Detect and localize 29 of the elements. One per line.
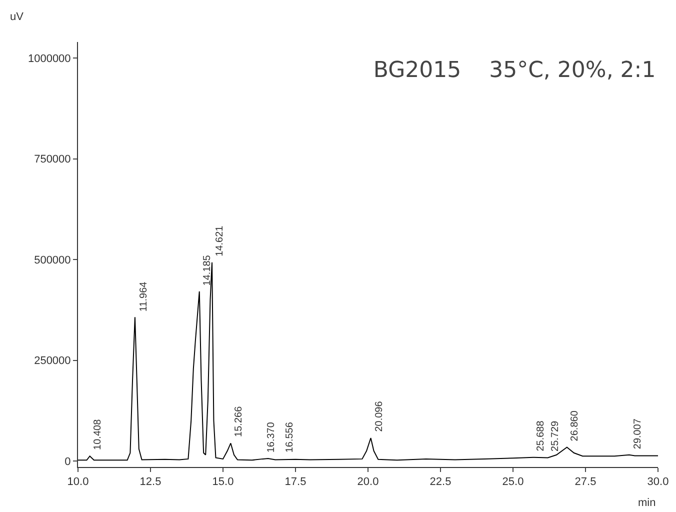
annotation: 29.007: [632, 418, 644, 450]
x-tick-label: 25.0: [502, 476, 524, 488]
annotation: 14.621: [214, 225, 226, 256]
x-tick-label: 20.0: [357, 476, 379, 488]
x-tick-label: 30.0: [647, 476, 669, 488]
x-tick-label: 15.0: [212, 476, 234, 488]
x-tick-label: 10.0: [67, 476, 89, 488]
annotation: 16.370: [266, 422, 277, 453]
x-tick-label: 12.5: [140, 476, 162, 488]
annotation: 16.556: [284, 422, 296, 453]
y-tick-label: 500000: [34, 254, 71, 266]
annotation: 14.185: [202, 254, 214, 286]
annotation: 25.729: [550, 420, 561, 452]
annotation: 10.408: [92, 418, 104, 450]
text: BG2015 35°C, 20%, 2:1: [373, 58, 656, 83]
annotation: 25.688: [536, 420, 547, 452]
y-axis-title: uV: [10, 11, 24, 23]
annotation: 20.096: [374, 400, 385, 432]
x-tick-label: 27.5: [574, 476, 596, 488]
annotation: 26.860: [570, 410, 581, 442]
x-tick-label: 22.5: [430, 476, 452, 488]
y-tick-label: 250000: [34, 355, 71, 368]
annotation: 15.266: [233, 406, 244, 437]
x-tick-label: 17.5: [284, 476, 306, 488]
y-tick-label: 1000000: [28, 52, 71, 65]
y-tick-label: 0: [64, 456, 71, 468]
annotation: 11.964: [138, 281, 150, 312]
x-axis-title: min: [638, 497, 656, 509]
y-tick-label: 750000: [34, 154, 71, 166]
